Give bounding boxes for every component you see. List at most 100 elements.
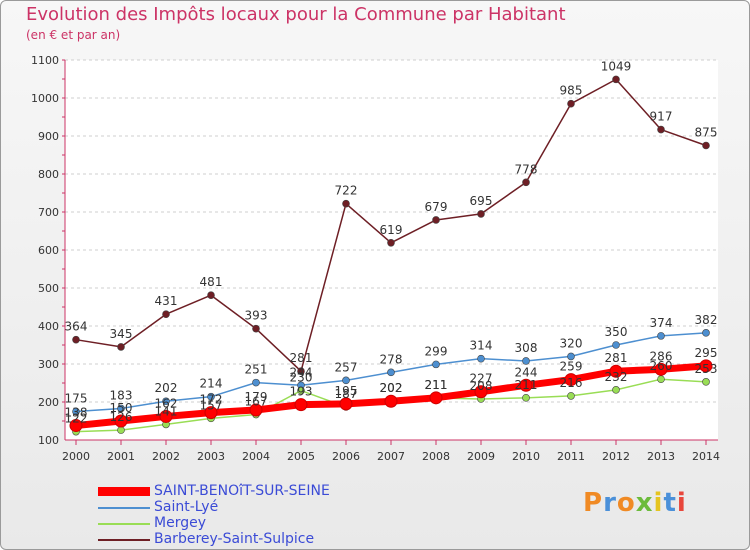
x-tick-label: 2009 — [467, 450, 495, 463]
y-tick-label: 400 — [38, 320, 59, 333]
data-point — [249, 403, 263, 417]
y-tick-label: 200 — [38, 396, 59, 409]
data-label: 179 — [245, 390, 268, 404]
data-label: 244 — [290, 365, 313, 379]
data-point — [657, 375, 665, 384]
data-label: 172 — [200, 393, 223, 407]
data-point — [387, 238, 395, 247]
x-tick-label: 2012 — [602, 450, 630, 463]
data-point — [297, 386, 305, 395]
data-point — [342, 199, 350, 208]
data-label: 917 — [650, 110, 673, 124]
y-tick-label: 500 — [38, 282, 59, 295]
data-label: 260 — [650, 359, 673, 373]
x-tick-label: 2007 — [377, 450, 405, 463]
data-label: 211 — [515, 378, 538, 392]
logo-letter: r — [603, 488, 617, 518]
data-label: 382 — [695, 313, 718, 327]
y-tick-label: 700 — [38, 206, 59, 219]
data-label: 286 — [650, 349, 673, 363]
data-point — [567, 352, 575, 361]
y-tick-label: 1000 — [31, 92, 59, 105]
data-point — [567, 392, 575, 400]
legend-label-barberey: Barberey-Saint-Sulpice — [154, 531, 315, 547]
data-point — [522, 178, 530, 187]
legend-swatch-saint-benoit — [98, 487, 150, 496]
data-point — [117, 404, 125, 413]
data-point — [387, 368, 395, 377]
data-label: 202 — [380, 381, 403, 395]
data-point — [699, 359, 713, 373]
data-point — [612, 386, 620, 394]
legend-label-saint-benoit: SAINT-BENOîT-SUR-SEINE — [154, 483, 330, 499]
data-point — [522, 394, 530, 402]
proxiti-logo[interactable]: Proxiti — [583, 488, 687, 518]
data-point — [612, 75, 620, 84]
data-point — [612, 341, 620, 349]
data-label: 393 — [245, 309, 268, 323]
data-point — [114, 414, 128, 428]
data-label: 308 — [515, 341, 538, 355]
data-point — [294, 398, 308, 412]
data-point — [117, 426, 125, 434]
data-point — [72, 335, 80, 344]
data-point — [432, 360, 440, 369]
data-point — [657, 125, 665, 134]
data-point — [702, 329, 710, 337]
data-label: 244 — [515, 365, 538, 379]
data-point — [519, 378, 533, 392]
data-point — [72, 407, 80, 416]
data-label: 208 — [470, 379, 493, 393]
data-label: 193 — [290, 385, 313, 399]
data-label: 278 — [380, 352, 403, 366]
data-label: 281 — [290, 351, 313, 365]
data-label: 138 — [65, 406, 88, 420]
x-tick-label: 2004 — [242, 450, 270, 463]
logo-letter: x — [635, 488, 654, 518]
x-tick-label: 2001 — [107, 450, 135, 463]
data-label: 141 — [155, 404, 178, 418]
chart-title: Evolution des Impôts locaux pour la Comm… — [26, 4, 566, 25]
x-tick-label: 2011 — [557, 450, 585, 463]
x-tick-label: 2002 — [152, 450, 180, 463]
data-label: 619 — [380, 223, 403, 237]
data-label: 202 — [380, 381, 403, 395]
data-label: 216 — [560, 376, 583, 390]
data-point — [474, 385, 488, 399]
chart-subtitle: (en € et par an) — [26, 28, 121, 42]
data-label: 364 — [65, 320, 88, 334]
data-point — [69, 419, 83, 433]
data-label: 214 — [200, 377, 223, 391]
data-point — [207, 392, 215, 401]
data-label: 122 — [65, 412, 88, 426]
logo-letter: t — [663, 488, 677, 518]
data-point — [162, 310, 170, 319]
data-label: 195 — [335, 384, 358, 398]
data-label: 695 — [470, 194, 493, 208]
x-tick-label: 2006 — [332, 450, 360, 463]
data-label: 183 — [110, 388, 133, 402]
y-tick-label: 100 — [38, 434, 59, 447]
y-tick-label: 1100 — [31, 54, 59, 67]
data-label: 157 — [200, 398, 223, 412]
data-label: 257 — [335, 360, 358, 374]
data-label: 374 — [650, 316, 673, 330]
data-label: 985 — [560, 84, 583, 98]
data-point — [609, 364, 623, 378]
data-label: 295 — [695, 346, 718, 360]
data-point — [252, 324, 260, 333]
data-label: 778 — [515, 162, 538, 176]
data-point — [342, 376, 350, 385]
x-tick-label: 2000 — [62, 450, 90, 463]
data-point — [702, 141, 710, 150]
legend-swatch-barberey — [98, 539, 150, 541]
data-label: 162 — [155, 396, 178, 410]
data-point — [477, 210, 485, 218]
data-label: 232 — [605, 370, 628, 384]
logo-letter: P — [583, 488, 604, 518]
legend-swatch-mergey — [98, 523, 150, 525]
data-label: 251 — [245, 363, 268, 377]
data-label: 679 — [425, 200, 448, 214]
x-tick-label: 2013 — [647, 450, 675, 463]
data-point — [159, 409, 173, 423]
